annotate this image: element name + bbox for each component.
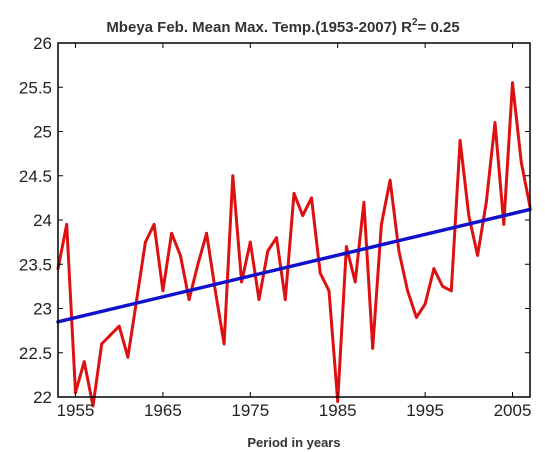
y-tick-label: 24	[33, 211, 52, 230]
temperature-data-point	[187, 298, 191, 302]
temperature-data-point	[283, 298, 287, 302]
temperature-data-point	[82, 360, 86, 363]
temperature-data-point	[275, 236, 278, 240]
temperature-data-point	[170, 231, 174, 235]
temperature-data-point	[152, 223, 156, 226]
temperature-data-point	[109, 333, 112, 337]
y-tick-label: 23.5	[19, 255, 52, 274]
temperature-data-point	[117, 324, 121, 328]
temperature-data-point	[222, 342, 226, 346]
y-tick-label: 24.5	[19, 167, 52, 186]
temperature-data-point	[91, 404, 95, 408]
temperature-data-point	[484, 200, 488, 204]
temperature-data-point	[231, 174, 235, 178]
temperature-data-point	[100, 342, 104, 346]
temperature-data-point	[397, 249, 401, 253]
y-tick-label: 25	[33, 123, 52, 142]
temperature-data-point	[161, 289, 165, 293]
chart-title-superscript: 2	[412, 17, 418, 28]
y-tick-label: 26	[33, 34, 52, 53]
y-tick-label: 25.5	[19, 78, 52, 97]
temperature-data-point	[144, 240, 147, 244]
chart-title: Mbeya Feb. Mean Max. Temp.(1953-2007) R2…	[106, 17, 459, 36]
temperature-data-point	[336, 400, 340, 403]
y-tick-label: 23	[33, 300, 52, 319]
temperature-data-point	[248, 240, 252, 244]
y-tick-label: 22	[33, 388, 52, 407]
temperature-data-point	[467, 214, 471, 217]
temperature-data-point	[449, 289, 453, 293]
y-tick-label: 22.5	[19, 344, 52, 363]
temperature-data-point	[213, 289, 217, 293]
temperature-data-point	[414, 315, 418, 319]
temperature-data-point	[205, 231, 208, 235]
temperature-data-point	[257, 298, 261, 302]
temperature-data-point	[353, 280, 357, 284]
x-tick-label: 1985	[319, 401, 357, 420]
temperature-data-point	[493, 121, 497, 125]
temperature-data-point	[327, 289, 331, 293]
x-tick-label: 1965	[144, 401, 182, 420]
temperature-data-point	[519, 161, 523, 164]
chart-title-suffix: = 0.25	[418, 19, 460, 36]
x-tick-label: 1975	[231, 401, 269, 420]
temperature-data-point	[423, 302, 427, 306]
x-tick-label: 1995	[406, 401, 444, 420]
temperature-data-point	[345, 245, 348, 248]
temperature-data-point	[318, 271, 322, 275]
temperature-data-point	[388, 178, 392, 182]
temperature-data-point	[476, 254, 479, 257]
temperature-data-point	[135, 298, 139, 302]
temperature-data-point	[502, 223, 506, 226]
temperature-data-point	[441, 284, 444, 288]
x-tick-label: 2005	[494, 401, 532, 420]
temperature-data-point	[292, 192, 296, 195]
temperature-data-point	[511, 81, 514, 85]
temperature-data-point	[240, 280, 243, 284]
trend-line	[56, 207, 532, 324]
temperature-data-point	[458, 138, 462, 142]
x-axis-label: Period in years	[247, 435, 340, 450]
chart-title-main: Mbeya Feb. Mean Max. Temp.(1953-2007) R	[106, 19, 412, 36]
temperature-data-point	[310, 196, 313, 200]
temperature-data-point	[406, 289, 410, 293]
temperature-data-point	[380, 223, 383, 226]
temperature-data-point	[362, 200, 366, 204]
temperature-data-point	[432, 267, 436, 271]
temperature-data-point	[266, 249, 270, 253]
temperature-data-point	[65, 223, 69, 226]
temperature-data-point	[126, 355, 130, 359]
temperature-data-point	[196, 262, 200, 266]
temperature-data-point	[178, 254, 182, 257]
temperature-data-point	[301, 214, 305, 217]
x-tick-label: 1955	[57, 401, 95, 420]
temperature-data-point	[371, 346, 375, 350]
